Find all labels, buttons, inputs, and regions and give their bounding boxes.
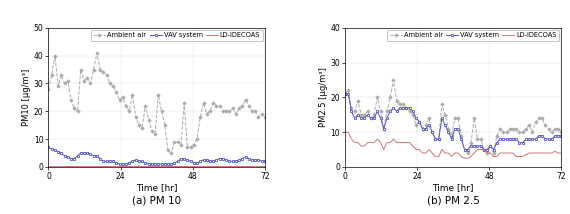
VAV system	[471, 145, 478, 147]
Ambient air	[503, 131, 510, 134]
VAV system	[45, 146, 52, 149]
LD-IDECOAS	[341, 131, 348, 134]
Ambient air	[542, 124, 549, 126]
LD-IDECOAS	[171, 164, 178, 167]
LD-IDECOAS	[393, 141, 400, 144]
VAV system	[262, 160, 268, 163]
Ambient air	[206, 110, 213, 113]
VAV system	[116, 163, 123, 165]
X-axis label: Time [hr]: Time [hr]	[136, 184, 177, 193]
Ambient air	[245, 104, 252, 107]
Ambient air	[262, 116, 268, 118]
Legend: Ambient air, VAV system, LD-IDECOAS: Ambient air, VAV system, LD-IDECOAS	[387, 30, 559, 41]
Ambient air	[545, 127, 552, 130]
LD-IDECOAS	[467, 155, 474, 158]
Ambient air	[45, 88, 52, 90]
Ambient air	[465, 152, 471, 154]
VAV system	[97, 157, 104, 160]
LD-IDECOAS	[45, 164, 52, 167]
VAV system	[174, 160, 181, 163]
Line: Ambient air: Ambient air	[47, 52, 266, 154]
VAV system	[558, 134, 565, 137]
VAV system	[467, 145, 474, 147]
LD-IDECOAS	[461, 157, 468, 159]
LD-IDECOAS	[262, 164, 268, 167]
VAV system	[393, 110, 400, 113]
Line: LD-IDECOAS: LD-IDECOAS	[345, 132, 561, 158]
VAV system	[242, 156, 249, 158]
VAV system	[461, 148, 468, 151]
Line: VAV system: VAV system	[47, 146, 266, 165]
VAV system	[432, 138, 439, 140]
Line: Ambient air: Ambient air	[344, 79, 563, 154]
Ambient air	[93, 52, 100, 54]
Ambient air	[558, 131, 565, 134]
Ambient air	[341, 93, 348, 95]
VAV system	[390, 107, 397, 109]
VAV system	[171, 162, 178, 164]
LD-IDECOAS	[558, 152, 565, 154]
Ambient air	[223, 110, 230, 113]
LD-IDECOAS	[93, 164, 100, 167]
Y-axis label: PM10 [μg/m³]: PM10 [μg/m³]	[22, 69, 31, 126]
Ambient air	[197, 116, 203, 118]
Ambient air	[494, 134, 500, 137]
VAV system	[93, 155, 100, 157]
LD-IDECOAS	[97, 164, 104, 167]
Y-axis label: PM2.5 [μg/m³]: PM2.5 [μg/m³]	[319, 67, 328, 127]
VAV system	[539, 134, 545, 137]
Ambient air	[539, 117, 545, 119]
LD-IDECOAS	[539, 152, 545, 154]
Ambient air	[242, 99, 249, 101]
LD-IDECOAS	[390, 138, 397, 140]
VAV system	[341, 93, 348, 95]
Legend: Ambient air, VAV system, LD-IDECOAS: Ambient air, VAV system, LD-IDECOAS	[91, 30, 263, 41]
LD-IDECOAS	[168, 164, 174, 167]
LD-IDECOAS	[255, 164, 262, 167]
Ambient air	[249, 110, 255, 113]
LD-IDECOAS	[432, 155, 439, 158]
LD-IDECOAS	[239, 164, 246, 167]
Ambient air	[390, 79, 397, 81]
LD-IDECOAS	[471, 152, 478, 154]
Ambient air	[519, 131, 526, 134]
X-axis label: Time [hr]: Time [hr]	[433, 184, 474, 193]
Text: (a) PM 10: (a) PM 10	[132, 195, 181, 205]
Ambient air	[168, 152, 174, 154]
Text: (b) PM 2.5: (b) PM 2.5	[427, 195, 480, 205]
Line: VAV system: VAV system	[344, 92, 563, 151]
VAV system	[139, 160, 145, 163]
